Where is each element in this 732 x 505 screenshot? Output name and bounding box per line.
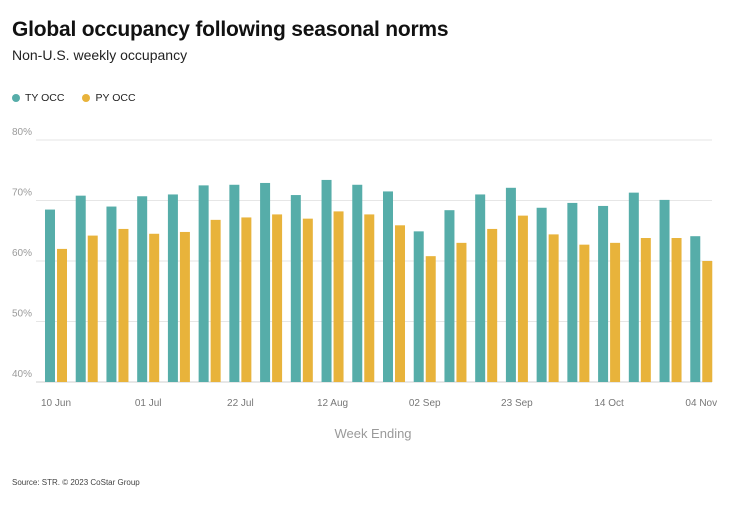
bar-ty-occ[interactable] [167, 194, 178, 382]
bar-ty-occ[interactable] [75, 195, 86, 382]
chart-title: Global occupancy following seasonal norm… [12, 18, 449, 41]
bar-py-occ[interactable] [302, 218, 313, 382]
x-tick-label: 14 Oct [594, 398, 624, 409]
bar-ty-occ[interactable] [505, 187, 516, 382]
bar-ty-occ[interactable] [137, 196, 148, 382]
bar-ty-occ[interactable] [45, 209, 55, 382]
legend-label-ty: TY OCC [25, 92, 65, 104]
bar-py-occ[interactable] [487, 228, 498, 382]
bars [45, 179, 713, 382]
bar-ty-occ[interactable] [198, 185, 209, 382]
bar-ty-occ[interactable] [628, 192, 639, 382]
bar-py-occ[interactable] [610, 242, 621, 382]
bar-ty-occ[interactable] [444, 210, 455, 382]
bar-py-occ[interactable] [548, 234, 559, 382]
y-tick-label: 40% [12, 369, 32, 380]
legend: TY OCC PY OCC [12, 92, 136, 104]
bar-py-occ[interactable] [179, 231, 190, 382]
bar-py-occ[interactable] [702, 261, 713, 382]
bar-ty-occ[interactable] [229, 184, 240, 382]
x-axis-label: Week Ending [334, 426, 411, 441]
bar-ty-occ[interactable] [567, 202, 578, 382]
bar-py-occ[interactable] [517, 215, 528, 382]
bar-py-occ[interactable] [364, 214, 375, 382]
y-tick-label: 60% [12, 248, 32, 259]
bar-py-occ[interactable] [425, 256, 436, 382]
y-tick-label: 80% [12, 127, 32, 138]
bar-ty-occ[interactable] [690, 236, 701, 382]
bar-py-occ[interactable] [149, 233, 160, 382]
bar-ty-occ[interactable] [290, 195, 301, 382]
x-tick-label: 12 Aug [317, 398, 348, 409]
bar-py-occ[interactable] [579, 244, 590, 382]
bar-py-occ[interactable] [87, 235, 98, 382]
bar-ty-occ[interactable] [536, 207, 547, 382]
bar-py-occ[interactable] [640, 238, 651, 382]
bar-ty-occ[interactable] [106, 206, 117, 382]
bar-py-occ[interactable] [395, 225, 405, 382]
bar-ty-occ[interactable] [321, 179, 332, 382]
bar-py-occ[interactable] [272, 214, 283, 382]
legend-item-ty[interactable]: TY OCC [12, 92, 64, 104]
bar-py-occ[interactable] [241, 217, 252, 382]
bar-py-occ[interactable] [671, 238, 682, 382]
bar-ty-occ[interactable] [475, 194, 486, 382]
bar-ty-occ[interactable] [413, 231, 424, 382]
bar-py-occ[interactable] [57, 248, 67, 382]
bar-ty-occ[interactable] [260, 182, 271, 382]
chart-subtitle: Non-U.S. weekly occupancy [12, 47, 188, 63]
y-tick-label: 70% [12, 188, 32, 199]
bar-py-occ[interactable] [210, 219, 221, 382]
x-tick-label: 04 Nov [685, 398, 717, 409]
x-tick-label: 10 Jun [41, 398, 71, 409]
x-tick-label: 01 Jul [135, 398, 162, 409]
x-tick-label: 02 Sep [409, 398, 441, 409]
legend-swatch-ty [12, 94, 20, 102]
bar-py-occ[interactable] [456, 242, 467, 382]
legend-swatch-py [82, 94, 91, 102]
bar-ty-occ[interactable] [383, 191, 393, 382]
tick-labels: 40% 50% 60% 70% 80% 10 Jun 01 Jul 22 Jul 12 Aug 0… [12, 127, 717, 409]
legend-item-py[interactable]: PY OCC [82, 92, 136, 104]
x-tick-label: 22 Jul [227, 398, 254, 409]
y-tick-label: 50% [12, 309, 32, 320]
x-tick-label: 23 Sep [501, 398, 533, 409]
bar-ty-occ[interactable] [598, 205, 609, 382]
bar-ty-occ[interactable] [659, 199, 670, 382]
bar-ty-occ[interactable] [352, 184, 363, 382]
source-note: Source: STR. © 2023 CoStar Group [12, 478, 140, 487]
bar-py-occ[interactable] [333, 211, 344, 382]
bar-py-occ[interactable] [118, 228, 129, 382]
legend-label-py: PY OCC [95, 92, 136, 104]
